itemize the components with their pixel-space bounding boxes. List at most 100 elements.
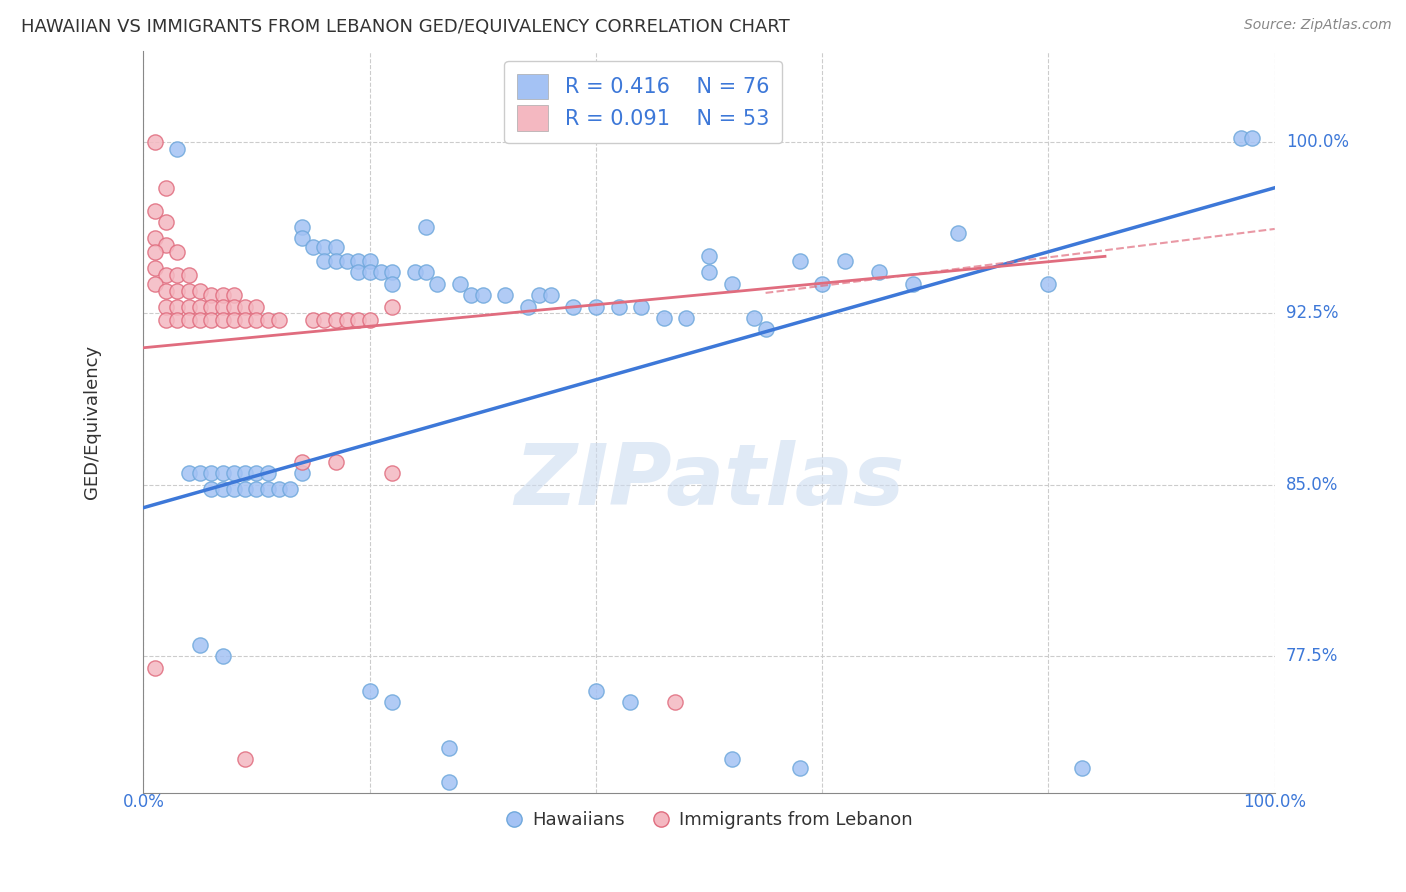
Point xyxy=(143,231,166,245)
Point xyxy=(742,311,765,326)
Point xyxy=(336,313,359,327)
Point xyxy=(155,313,177,327)
Text: Source: ZipAtlas.com: Source: ZipAtlas.com xyxy=(1244,18,1392,32)
Point xyxy=(325,455,347,469)
Legend: Hawaiians, Immigrants from Lebanon: Hawaiians, Immigrants from Lebanon xyxy=(498,804,920,837)
Point xyxy=(811,277,834,291)
Point xyxy=(245,483,267,497)
Point xyxy=(607,300,630,314)
Point xyxy=(437,740,460,755)
Point xyxy=(200,300,222,314)
Point xyxy=(188,467,211,481)
Point xyxy=(233,483,256,497)
Point xyxy=(449,277,471,291)
Point xyxy=(1229,130,1251,145)
Point xyxy=(404,265,426,279)
Point xyxy=(245,467,267,481)
Text: 0.0%: 0.0% xyxy=(122,793,165,812)
Point xyxy=(143,260,166,275)
Point xyxy=(755,322,778,336)
Point xyxy=(200,288,222,302)
Point xyxy=(222,300,245,314)
Point xyxy=(222,483,245,497)
Point xyxy=(200,467,222,481)
Point xyxy=(211,288,233,302)
Point xyxy=(834,254,856,268)
Point xyxy=(143,203,166,218)
Point xyxy=(652,311,675,326)
Point xyxy=(494,288,516,302)
Point xyxy=(901,277,924,291)
Text: 77.5%: 77.5% xyxy=(1286,648,1339,665)
Point xyxy=(720,752,742,766)
Point xyxy=(347,313,370,327)
Point xyxy=(664,695,686,709)
Point xyxy=(868,265,890,279)
Point xyxy=(314,254,336,268)
Point xyxy=(233,467,256,481)
Text: GED/Equivalency: GED/Equivalency xyxy=(83,345,101,500)
Point xyxy=(211,483,233,497)
Point xyxy=(946,227,969,241)
Point xyxy=(188,300,211,314)
Point xyxy=(166,268,188,282)
Point xyxy=(233,313,256,327)
Point xyxy=(426,277,449,291)
Point xyxy=(177,284,200,298)
Text: 85.0%: 85.0% xyxy=(1286,475,1339,494)
Point xyxy=(336,254,359,268)
Point xyxy=(415,265,437,279)
Point xyxy=(540,288,562,302)
Point xyxy=(269,313,291,327)
Point xyxy=(155,300,177,314)
Text: HAWAIIAN VS IMMIGRANTS FROM LEBANON GED/EQUIVALENCY CORRELATION CHART: HAWAIIAN VS IMMIGRANTS FROM LEBANON GED/… xyxy=(21,18,790,36)
Point xyxy=(370,265,392,279)
Text: 92.5%: 92.5% xyxy=(1286,304,1339,323)
Point xyxy=(166,142,188,156)
Point xyxy=(222,313,245,327)
Point xyxy=(415,219,437,234)
Point xyxy=(789,254,811,268)
Point xyxy=(177,313,200,327)
Point xyxy=(233,300,256,314)
Text: 100.0%: 100.0% xyxy=(1243,793,1306,812)
Point xyxy=(188,284,211,298)
Point xyxy=(460,288,482,302)
Point xyxy=(177,300,200,314)
Point xyxy=(325,254,347,268)
Point xyxy=(381,695,404,709)
Point xyxy=(222,467,245,481)
Point xyxy=(166,284,188,298)
Point xyxy=(155,268,177,282)
Point xyxy=(359,313,381,327)
Point xyxy=(291,231,314,245)
Point xyxy=(314,240,336,254)
Point xyxy=(381,467,404,481)
Point xyxy=(155,238,177,252)
Point xyxy=(177,268,200,282)
Point xyxy=(211,467,233,481)
Point xyxy=(245,300,267,314)
Point xyxy=(256,467,278,481)
Point xyxy=(143,135,166,149)
Point xyxy=(256,313,278,327)
Point xyxy=(1038,277,1060,291)
Point xyxy=(291,219,314,234)
Point xyxy=(1071,761,1094,775)
Point xyxy=(720,277,742,291)
Point xyxy=(280,483,302,497)
Point xyxy=(359,265,381,279)
Point xyxy=(211,649,233,664)
Point xyxy=(155,181,177,195)
Point xyxy=(359,254,381,268)
Point xyxy=(675,311,697,326)
Point xyxy=(302,313,325,327)
Point xyxy=(585,683,607,698)
Point xyxy=(256,483,278,497)
Point xyxy=(381,300,404,314)
Point xyxy=(177,467,200,481)
Point xyxy=(325,313,347,327)
Point xyxy=(619,695,641,709)
Text: ZIPatlas: ZIPatlas xyxy=(515,440,904,523)
Point xyxy=(166,244,188,259)
